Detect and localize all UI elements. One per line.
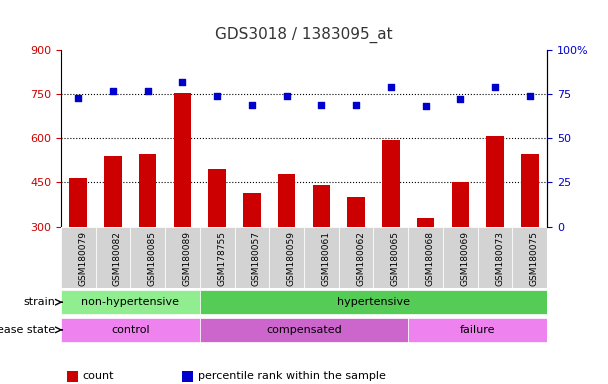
Text: disease state: disease state (0, 325, 55, 335)
Point (386, 84, 396, 90)
Text: GSM180082: GSM180082 (113, 232, 122, 286)
Point (212, 93, 222, 99)
Bar (373, 227, 408, 288)
Bar (408, 318, 547, 342)
Bar (61, 290, 200, 314)
Text: GSM180075: GSM180075 (530, 232, 539, 286)
Bar (200, 318, 408, 342)
Text: control: control (111, 325, 150, 335)
Text: GSM180089: GSM180089 (182, 232, 192, 286)
Bar (521, 154, 539, 315)
Text: GSM180057: GSM180057 (252, 232, 261, 286)
Bar (61, 227, 95, 288)
Text: GSM180062: GSM180062 (356, 232, 365, 286)
Bar (235, 227, 269, 288)
Text: percentile rank within the sample: percentile rank within the sample (198, 371, 385, 381)
Point (74, 94, 83, 101)
Point (455, 96, 465, 103)
Bar (174, 93, 191, 315)
Bar (139, 154, 156, 315)
Text: GSM180085: GSM180085 (148, 232, 157, 286)
Point (143, 88, 153, 94)
Bar (61, 318, 200, 342)
Point (108, 88, 118, 94)
Text: GSM178755: GSM178755 (217, 232, 226, 286)
Bar (452, 182, 469, 315)
Text: GSM180059: GSM180059 (286, 232, 295, 286)
Bar (130, 227, 165, 288)
Text: GDS3018 / 1383095_at: GDS3018 / 1383095_at (215, 27, 393, 43)
Text: GSM180065: GSM180065 (391, 232, 400, 286)
Text: GSM180061: GSM180061 (322, 232, 330, 286)
Text: strain: strain (24, 297, 55, 307)
Point (317, 102, 326, 108)
Bar (304, 227, 339, 288)
Bar (278, 174, 295, 315)
Bar (478, 227, 513, 288)
Bar (269, 227, 304, 288)
Bar (200, 227, 235, 288)
Bar (104, 156, 122, 315)
Bar (408, 227, 443, 288)
Bar (382, 140, 399, 315)
Point (421, 103, 430, 109)
Text: GSM180068: GSM180068 (426, 232, 435, 286)
Text: GSM180073: GSM180073 (495, 232, 504, 286)
Bar (95, 227, 130, 288)
Point (282, 93, 291, 99)
Text: compensated: compensated (266, 325, 342, 335)
Point (247, 102, 257, 108)
Point (525, 93, 534, 99)
Text: GSM180079: GSM180079 (78, 232, 87, 286)
Point (178, 79, 187, 85)
Text: hypertensive: hypertensive (337, 297, 410, 307)
Bar (417, 218, 434, 315)
Text: count: count (82, 371, 114, 381)
Bar (513, 227, 547, 288)
Bar (486, 136, 504, 315)
Text: non-hypertensive: non-hypertensive (81, 297, 179, 307)
Bar (165, 227, 200, 288)
Bar (243, 193, 261, 315)
Text: GSM180069: GSM180069 (460, 232, 469, 286)
Point (351, 102, 361, 108)
Bar (200, 290, 547, 314)
Bar (347, 197, 365, 315)
Point (490, 84, 500, 90)
Bar (443, 227, 478, 288)
Bar (313, 185, 330, 315)
Bar (339, 227, 373, 288)
Bar (209, 169, 226, 315)
Text: failure: failure (460, 325, 496, 335)
Bar (69, 178, 87, 315)
